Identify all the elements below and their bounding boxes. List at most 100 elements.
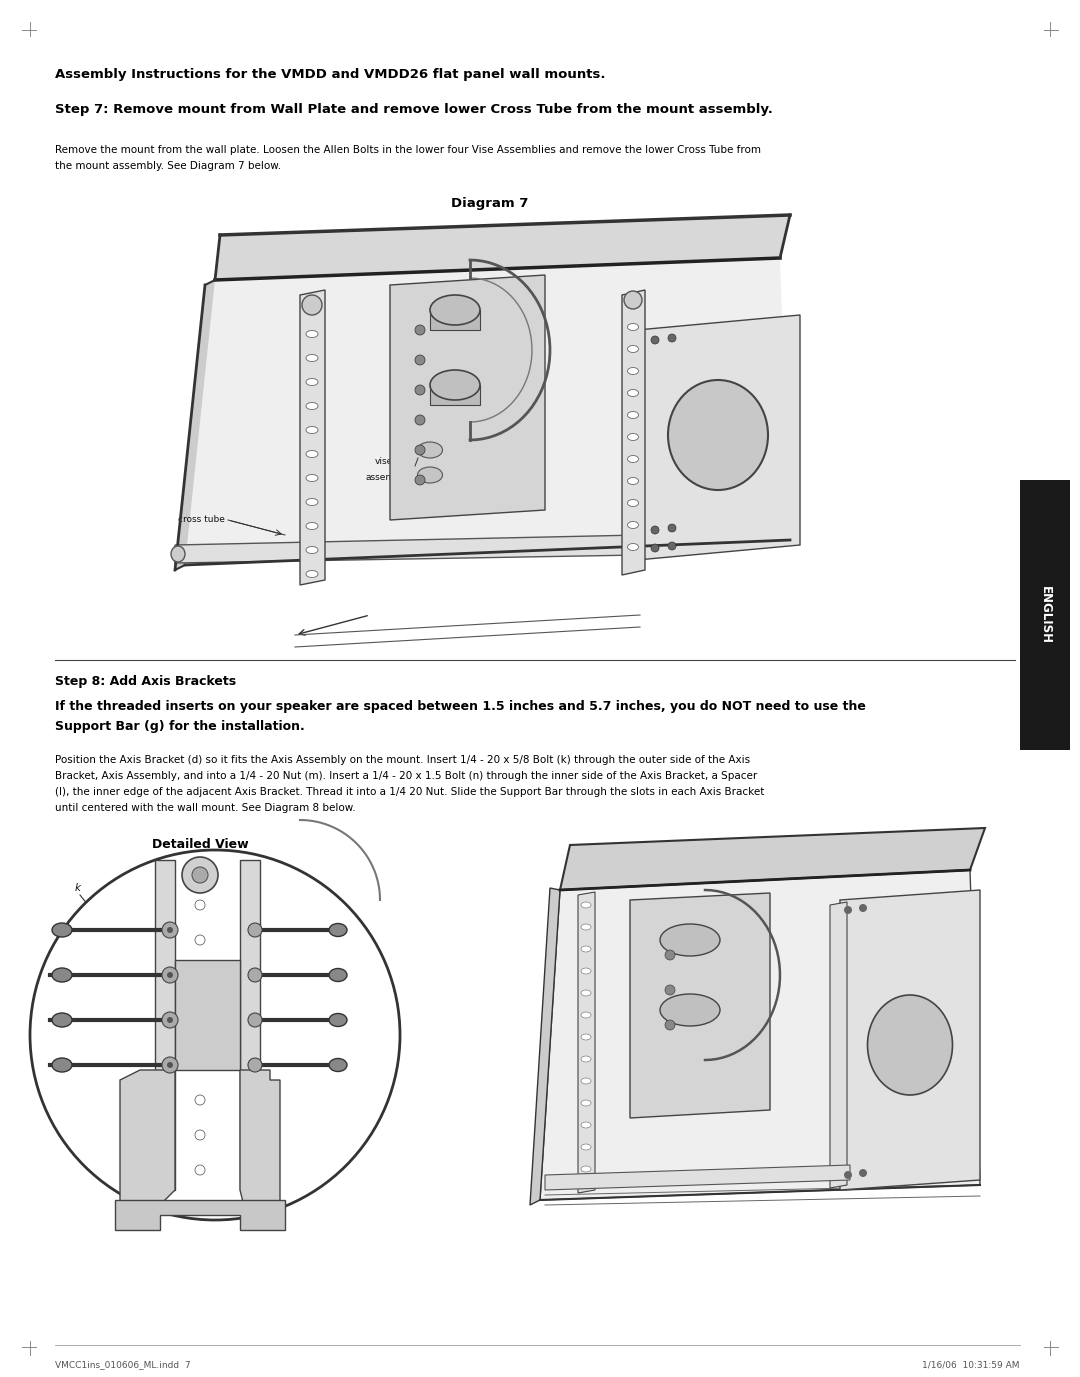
Circle shape [302, 295, 322, 315]
Text: m: m [150, 907, 160, 917]
Text: Diagram 8: Diagram 8 [650, 845, 723, 858]
Circle shape [162, 1012, 178, 1029]
Circle shape [859, 903, 867, 912]
Polygon shape [637, 315, 800, 560]
Text: VMCC1ins_010606_ML.indd  7: VMCC1ins_010606_ML.indd 7 [55, 1360, 191, 1369]
Polygon shape [240, 1070, 280, 1210]
Ellipse shape [581, 946, 591, 952]
Text: d: d [145, 1164, 151, 1173]
Text: Step 7: Remove mount from Wall Plate and remove lower Cross Tube from the mount : Step 7: Remove mount from Wall Plate and… [55, 103, 773, 116]
Circle shape [669, 335, 676, 341]
Circle shape [195, 1165, 205, 1175]
Circle shape [248, 1013, 262, 1027]
Circle shape [415, 414, 426, 425]
Polygon shape [561, 828, 985, 890]
Circle shape [665, 1020, 675, 1030]
Ellipse shape [627, 368, 638, 375]
Ellipse shape [867, 996, 953, 1095]
Polygon shape [578, 892, 595, 1192]
Ellipse shape [52, 968, 72, 982]
Circle shape [248, 1058, 262, 1073]
Circle shape [167, 927, 173, 934]
Circle shape [665, 950, 675, 960]
Ellipse shape [581, 1144, 591, 1150]
Ellipse shape [52, 923, 72, 936]
Text: Assembly Instructions for the VMDD and VMDD26 flat panel wall mounts.: Assembly Instructions for the VMDD and V… [55, 67, 606, 81]
Polygon shape [240, 861, 260, 1190]
Ellipse shape [306, 354, 318, 362]
Ellipse shape [627, 522, 638, 529]
Ellipse shape [52, 1058, 72, 1073]
Text: Position the Axis Bracket (d) so it fits the Axis Assembly on the mount. Insert : Position the Axis Bracket (d) so it fits… [55, 755, 751, 766]
Polygon shape [156, 861, 175, 1190]
Circle shape [248, 968, 262, 982]
Circle shape [415, 355, 426, 365]
Text: axis assembly: axis assembly [36, 1053, 100, 1063]
Circle shape [248, 923, 262, 936]
Text: Support Bar (g) for the installation.: Support Bar (g) for the installation. [55, 720, 305, 733]
Ellipse shape [306, 475, 318, 482]
Circle shape [859, 1169, 867, 1177]
Ellipse shape [627, 302, 638, 308]
Text: If the threaded inserts on your speaker are spaced between 1.5 inches and 5.7 in: If the threaded inserts on your speaker … [55, 700, 866, 713]
Ellipse shape [306, 330, 318, 337]
Ellipse shape [306, 379, 318, 386]
Ellipse shape [306, 450, 318, 457]
Circle shape [162, 923, 178, 938]
Text: Diagram 7: Diagram 7 [451, 197, 529, 211]
Ellipse shape [581, 1100, 591, 1106]
Polygon shape [545, 1165, 850, 1190]
Ellipse shape [581, 1122, 591, 1128]
Text: the mount assembly. See Diagram 7 below.: the mount assembly. See Diagram 7 below. [55, 161, 281, 171]
Polygon shape [831, 902, 847, 1188]
Text: m: m [273, 923, 283, 934]
Ellipse shape [627, 346, 638, 353]
Text: assemblies: assemblies [365, 472, 416, 482]
Text: d: d [245, 1170, 252, 1180]
Circle shape [669, 543, 676, 549]
Ellipse shape [306, 307, 318, 314]
Ellipse shape [329, 1059, 347, 1071]
Ellipse shape [306, 570, 318, 577]
Text: 1/16/06  10:31:59 AM: 1/16/06 10:31:59 AM [922, 1360, 1020, 1369]
Ellipse shape [418, 467, 443, 483]
Ellipse shape [627, 412, 638, 419]
Ellipse shape [581, 1056, 591, 1062]
Ellipse shape [329, 968, 347, 982]
Ellipse shape [329, 924, 347, 936]
Ellipse shape [306, 427, 318, 434]
Polygon shape [185, 257, 789, 565]
Ellipse shape [52, 1013, 72, 1027]
Circle shape [183, 856, 218, 894]
Ellipse shape [581, 1012, 591, 1018]
Ellipse shape [581, 968, 591, 974]
Ellipse shape [306, 402, 318, 409]
Polygon shape [175, 536, 640, 563]
Text: (l), the inner edge of the adjacent Axis Bracket. Thread it into a 1/4 20 Nut. S: (l), the inner edge of the adjacent Axis… [55, 788, 765, 797]
Polygon shape [840, 890, 980, 1190]
Ellipse shape [581, 1078, 591, 1084]
Text: l: l [119, 974, 121, 983]
Circle shape [192, 868, 208, 883]
Circle shape [665, 985, 675, 996]
Text: ENGLISH: ENGLISH [1039, 587, 1052, 644]
Circle shape [415, 445, 426, 454]
Polygon shape [114, 1199, 285, 1230]
Text: cross tube: cross tube [178, 515, 225, 525]
Ellipse shape [627, 500, 638, 507]
Ellipse shape [660, 994, 720, 1026]
Bar [430, 310, 480, 330]
Circle shape [651, 526, 659, 534]
Text: k: k [75, 883, 81, 894]
Circle shape [415, 475, 426, 485]
Ellipse shape [627, 434, 638, 441]
Ellipse shape [329, 1013, 347, 1026]
Ellipse shape [660, 924, 720, 956]
Text: vise: vise [375, 457, 393, 467]
Circle shape [162, 967, 178, 983]
Text: until centered with the wall mount. See Diagram 8 below.: until centered with the wall mount. See … [55, 803, 355, 812]
Polygon shape [175, 280, 215, 570]
Polygon shape [630, 894, 770, 1118]
Circle shape [167, 1062, 173, 1069]
Text: Step 8: Add Axis Brackets: Step 8: Add Axis Brackets [55, 675, 237, 688]
